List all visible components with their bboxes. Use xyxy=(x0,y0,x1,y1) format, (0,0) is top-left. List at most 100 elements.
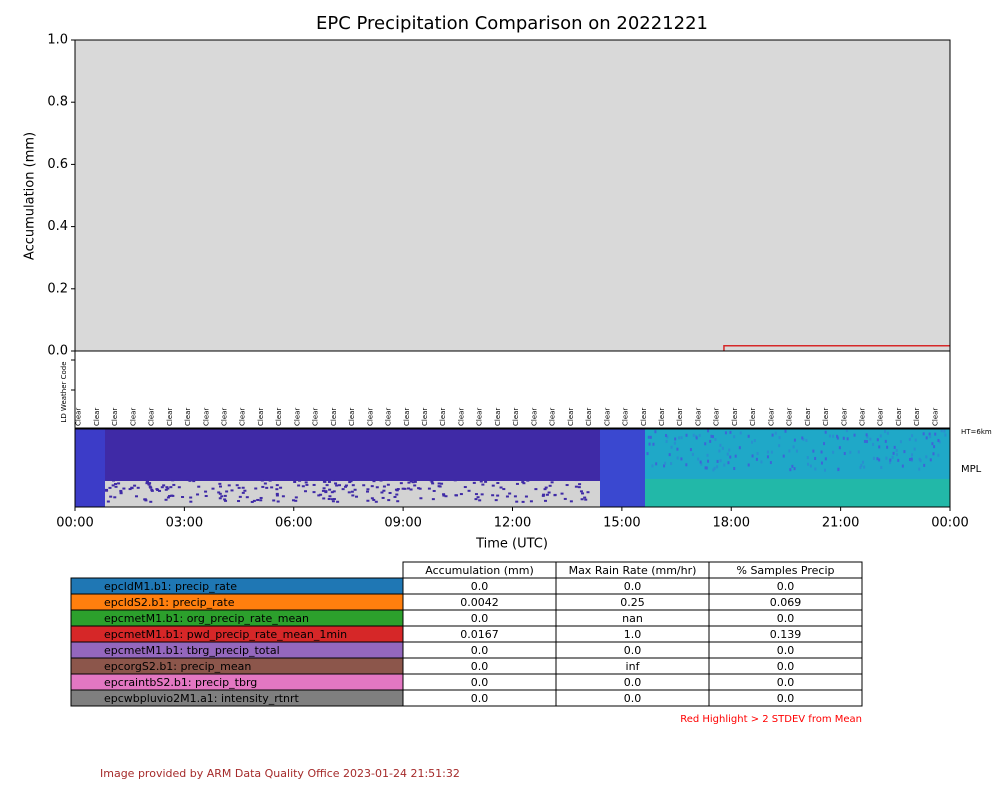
weather-code: Clear xyxy=(239,408,247,426)
weather-code: Clear xyxy=(220,408,228,426)
weather-code: Clear xyxy=(567,408,575,426)
mpl-speck xyxy=(148,482,152,485)
table-cell xyxy=(708,689,863,707)
data-line xyxy=(723,345,950,351)
mpl-speck xyxy=(782,454,785,458)
weather-code: Clear xyxy=(731,408,739,426)
mpl-speck xyxy=(321,489,325,492)
mpl-speck xyxy=(824,457,827,461)
mpl-speck xyxy=(565,484,569,487)
y-tick-label: 0.6 xyxy=(47,157,68,172)
mpl-speck xyxy=(323,480,327,483)
mpl-speck xyxy=(579,490,583,493)
mpl-speck xyxy=(886,445,889,449)
mpl-speck xyxy=(197,485,201,488)
mpl-speck xyxy=(876,438,879,442)
mpl-speck xyxy=(332,490,336,493)
mpl-speck xyxy=(788,449,791,453)
mpl-speck xyxy=(869,437,872,441)
mpl-speck xyxy=(700,462,703,466)
mpl-speck xyxy=(117,482,121,485)
mpl-speck xyxy=(403,487,407,490)
mpl-speck xyxy=(294,499,298,502)
table-value: 0.0 xyxy=(471,580,489,593)
mpl-speck xyxy=(695,436,698,440)
mpl-speck xyxy=(395,489,399,492)
mpl-speck xyxy=(328,495,332,498)
mpl-speck xyxy=(807,462,810,466)
x-tick-label: 00:00 xyxy=(931,516,968,531)
mpl-speck xyxy=(699,460,702,464)
mpl-speck xyxy=(293,480,297,483)
mpl-speck xyxy=(586,491,590,494)
table-value: 0.0 xyxy=(624,676,642,689)
mpl-speck xyxy=(270,486,274,489)
mpl-speck xyxy=(711,435,714,439)
mpl-speck xyxy=(911,453,914,457)
mpl-speck xyxy=(665,433,668,437)
mpl-speck xyxy=(130,486,134,489)
mpl-speck xyxy=(529,500,533,503)
weather-code: Clear xyxy=(694,408,702,426)
mpl-speck xyxy=(459,493,463,496)
row-name: epcraintbS2.b1: precip_tbrg xyxy=(104,676,257,689)
mpl-speck xyxy=(327,498,331,501)
mpl-speck xyxy=(166,496,170,499)
weather-strip-label: LD Weather Code xyxy=(60,361,68,422)
mpl-speck xyxy=(136,486,140,489)
mpl-speck xyxy=(275,484,279,487)
weather-code: Clear xyxy=(749,408,757,426)
row-name: epcldS2.b1: precip_rate xyxy=(104,596,235,609)
footer: Image provided by ARM Data Quality Offic… xyxy=(100,767,460,780)
mpl-speck xyxy=(119,491,123,494)
mpl-speck xyxy=(872,442,875,446)
mpl-speck xyxy=(792,445,795,449)
mpl-speck xyxy=(332,498,336,501)
mpl-speck xyxy=(823,468,826,472)
mpl-speck xyxy=(388,491,392,494)
weather-code: Clear xyxy=(111,408,119,426)
mpl-speck xyxy=(223,498,227,501)
mpl-speck xyxy=(680,436,683,440)
mpl-speck xyxy=(108,486,112,489)
mpl-speck xyxy=(430,480,434,483)
row-name: epcwbpluvio2M1.a1: intensity_rtnrt xyxy=(104,692,300,705)
mpl-speck xyxy=(217,491,221,494)
mpl-speck xyxy=(724,431,727,435)
mpl-speck xyxy=(820,450,823,454)
mpl-speck xyxy=(476,496,480,499)
mpl-speck xyxy=(884,439,887,443)
mpl-speck xyxy=(859,466,862,470)
mpl-speck xyxy=(444,495,448,498)
mpl-speck xyxy=(150,488,154,491)
mpl-speck xyxy=(766,455,769,459)
mpl-speck xyxy=(526,479,530,482)
y-axis-label: Accumulation (mm) xyxy=(23,132,38,260)
mpl-speck xyxy=(396,500,400,503)
mpl-speck xyxy=(382,485,386,488)
mpl-speck xyxy=(146,480,150,483)
table-value: 0.0 xyxy=(471,692,489,705)
mpl-speck xyxy=(331,500,335,503)
mpl-speck xyxy=(543,499,547,502)
x-tick-label: 00:00 xyxy=(56,516,93,531)
mpl-speck xyxy=(789,468,792,472)
table-value: 0.0 xyxy=(471,676,489,689)
mpl-speck xyxy=(842,436,845,440)
mpl-speck xyxy=(729,455,732,459)
mpl-speck xyxy=(891,455,894,459)
mpl-speck xyxy=(505,495,509,498)
mpl-speck xyxy=(496,494,500,497)
mpl-speck xyxy=(164,488,168,491)
mpl-speck xyxy=(272,499,276,502)
mpl-speck xyxy=(805,438,808,442)
mpl-speck xyxy=(145,482,149,485)
mpl-speck xyxy=(913,447,916,451)
mpl-speck xyxy=(801,436,804,440)
mpl-speck xyxy=(219,485,223,488)
weather-code: Clear xyxy=(585,408,593,426)
mpl-speck xyxy=(837,467,840,471)
mpl-speck xyxy=(665,439,668,443)
table-value: 0.0 xyxy=(777,580,795,593)
mpl-speck xyxy=(655,462,658,466)
